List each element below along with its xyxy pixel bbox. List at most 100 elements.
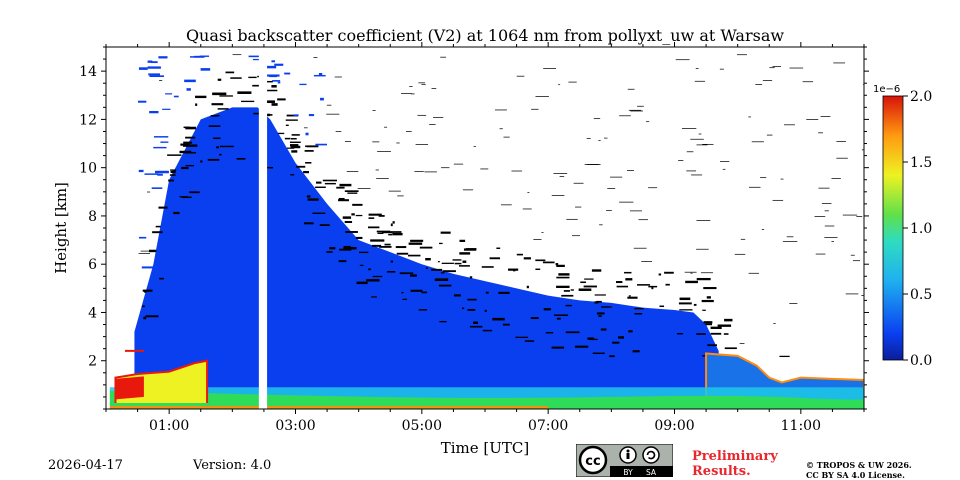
noise-streak: [359, 264, 364, 267]
noise-streak: [637, 105, 644, 107]
noise-streak: [676, 332, 684, 335]
creative-commons-by-sa-icon: cc BY SA: [576, 444, 673, 477]
noise-streak: [265, 166, 274, 169]
noise-streak: [833, 62, 846, 64]
noise-streak: [523, 257, 531, 260]
noise-streak: [494, 109, 507, 111]
noise-streak: [207, 158, 220, 161]
noise-streak: [414, 171, 424, 172]
noise-streak: [147, 66, 161, 69]
noise-streak: [339, 183, 352, 187]
noise-streak: [351, 213, 355, 216]
noise-streak: [594, 294, 606, 296]
noise-streak: [179, 150, 192, 154]
noise-streak: [634, 307, 644, 310]
noise-streak: [149, 75, 164, 78]
noise-streak: [147, 191, 151, 193]
noise-streak: [624, 271, 632, 274]
noise-streak: [293, 114, 299, 117]
noise-streak: [431, 88, 437, 89]
noise-streak: [216, 146, 219, 149]
noise-streak: [556, 264, 565, 268]
y-tick-label: 6: [88, 257, 97, 273]
noise-streak: [371, 296, 377, 298]
noise-streak: [600, 328, 607, 331]
colorbar-gradient: [882, 95, 904, 361]
noise-streak: [195, 103, 198, 106]
noise-streak: [461, 307, 465, 310]
noise-streak: [861, 149, 864, 151]
noise-streak: [138, 169, 144, 173]
noise-streak: [315, 186, 326, 188]
noise-streak: [334, 76, 342, 78]
noise-streak: [291, 150, 298, 153]
noise-streak: [831, 178, 841, 179]
noise-streak: [219, 95, 233, 97]
noise-streak: [648, 187, 658, 189]
noise-streak: [410, 93, 415, 95]
noise-streak: [138, 67, 148, 70]
noise-streak: [307, 198, 319, 201]
noise-streak: [565, 304, 572, 307]
noise-streak: [405, 131, 412, 132]
noise-streak: [140, 250, 149, 252]
noise-streak: [318, 72, 323, 76]
noise-streak: [296, 165, 306, 168]
noise-streak: [138, 100, 147, 103]
noise-streak: [170, 169, 177, 171]
noise-streak: [481, 266, 494, 268]
noise-streak: [153, 146, 167, 149]
noise-streak: [401, 291, 404, 294]
noise-streak: [748, 116, 751, 118]
noise-streak: [789, 303, 798, 304]
noise-streak: [627, 296, 638, 299]
noise-streak: [551, 195, 565, 196]
noise-streak: [154, 170, 169, 174]
noise-streak: [162, 108, 171, 110]
noise-streak: [527, 192, 530, 193]
noise-streak: [551, 346, 565, 349]
noise-streak: [568, 81, 577, 83]
noise-streak: [168, 179, 174, 182]
noise-streak: [610, 176, 623, 178]
noise-streak: [675, 59, 690, 61]
noise-streak: [185, 164, 194, 167]
noise-streak: [665, 283, 670, 286]
noise-streak: [607, 188, 616, 189]
noise-streak: [356, 281, 368, 285]
noise-streak: [153, 136, 169, 138]
noise-streak: [739, 343, 745, 344]
noise-streak: [651, 286, 654, 290]
noise-streak: [558, 84, 561, 86]
noise-streak: [284, 137, 291, 140]
noise-streak: [384, 126, 388, 128]
data-gap: [258, 47, 268, 409]
noise-streak: [352, 203, 363, 206]
y-tick-label: 12: [79, 112, 97, 128]
noise-streak: [724, 347, 737, 350]
noise-streak: [535, 259, 546, 262]
noise-streak: [632, 350, 640, 353]
noise-streak: [482, 329, 493, 332]
noise-streak: [772, 66, 782, 67]
noise-streak: [396, 142, 400, 144]
noise-streak: [200, 160, 203, 163]
noise-streak: [299, 83, 307, 86]
noise-streak: [587, 164, 601, 165]
noise-streak: [180, 143, 190, 146]
noise-streak: [658, 273, 662, 276]
noise-streak: [152, 231, 163, 234]
noise-streak: [338, 199, 349, 202]
noise-streak: [629, 210, 642, 212]
noise-streak: [453, 163, 464, 165]
noise-streak: [396, 252, 409, 255]
y-tick-label: 14: [79, 64, 97, 80]
noise-streak: [462, 189, 474, 191]
noise-streak: [219, 153, 222, 156]
noise-streak: [541, 232, 544, 233]
noise-streak: [659, 305, 665, 308]
noise-streak: [702, 143, 714, 145]
x-axis-label: Time [UTC]: [441, 439, 530, 457]
noise-streak: [572, 235, 581, 237]
